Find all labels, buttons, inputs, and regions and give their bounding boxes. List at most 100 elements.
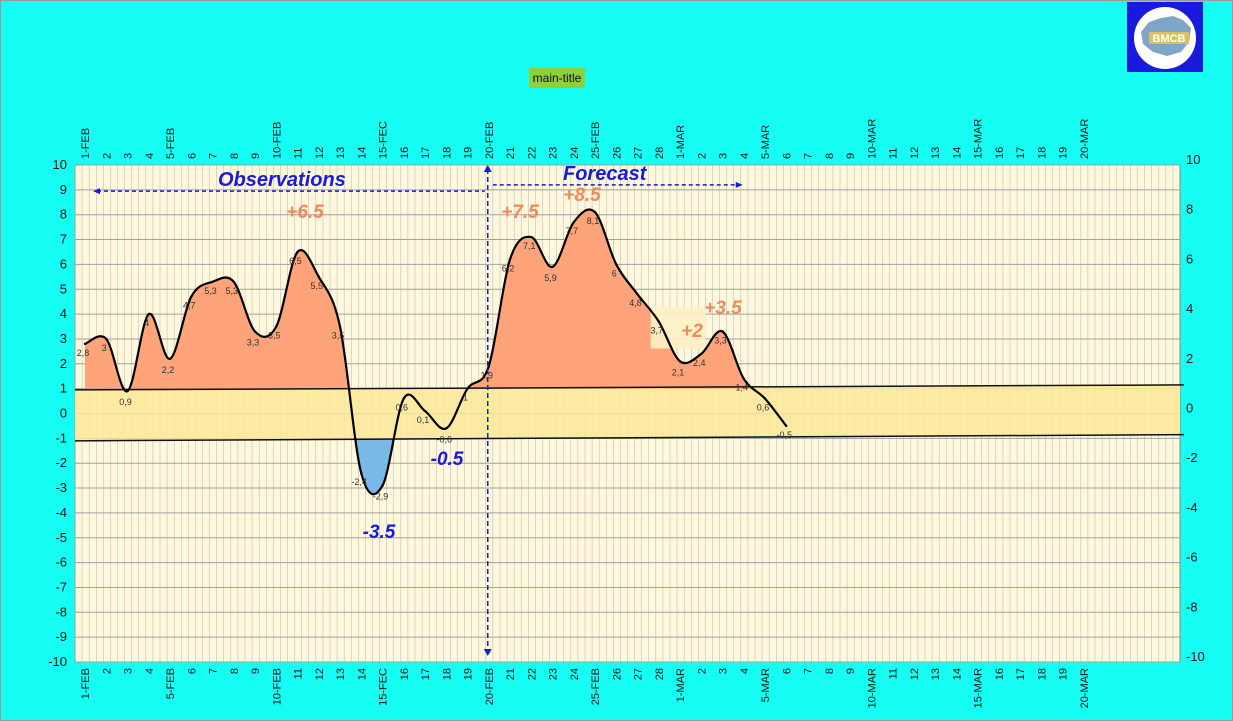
x-tick-label-bottom: 10-MAR <box>866 668 878 708</box>
x-tick-label-bottom: 28 <box>654 668 666 680</box>
y-tick-label-right: 4 <box>1186 301 1193 316</box>
data-label: 2,4 <box>693 358 706 368</box>
x-tick-label-bottom: 12 <box>909 668 921 680</box>
x-tick-label-bottom: 19 <box>1058 668 1070 680</box>
data-point <box>530 235 533 239</box>
x-tick-label-top: 25-FEB <box>590 122 602 159</box>
x-tick-label-top: 3 <box>123 153 135 159</box>
x-tick-label-top: 12 <box>314 147 326 159</box>
x-tick-label-top: 7 <box>803 153 815 159</box>
x-tick-label-top: 5-FEB <box>165 128 177 159</box>
y-tick-label-right: 2 <box>1186 351 1193 366</box>
x-tick-label-top: 2 <box>101 153 113 159</box>
x-tick-label-top: 2 <box>696 153 708 159</box>
y-tick-label: 0 <box>60 406 67 421</box>
x-tick-label-top: 16 <box>399 147 411 159</box>
y-tick-label: -5 <box>55 530 67 545</box>
y-tick-label: -3 <box>55 480 67 495</box>
x-tick-label-bottom: 18 <box>1036 668 1048 680</box>
y-tick-label: 9 <box>60 182 67 197</box>
data-point <box>742 377 745 380</box>
x-tick-label-bottom: 27 <box>633 668 645 680</box>
data-label: 0,9 <box>119 397 132 407</box>
data-label: 6,5 <box>289 256 302 266</box>
x-tick-label-bottom: 16 <box>399 668 411 680</box>
x-tick-label-bottom: 3 <box>123 668 135 674</box>
x-tick-label-top: 4 <box>739 153 751 159</box>
data-point <box>423 409 427 413</box>
positive-anomaly-fill <box>85 209 753 389</box>
x-axis-bottom: 1-FEB 2 3 4 5-FEB 6 7 8 9 10-FEB 11 12 13 14 15-FEC 16 1… <box>80 668 1091 708</box>
data-point <box>593 211 597 214</box>
x-tick-label-bottom: 1-MAR <box>675 668 687 702</box>
data-point <box>445 427 448 430</box>
x-tick-label-top: 8 <box>229 153 241 159</box>
y-tick-label: 10 <box>53 157 67 172</box>
y-tick-label: -9 <box>55 629 67 644</box>
x-tick-label-top: 18 <box>1036 147 1048 159</box>
y-axis-right: 10 8 6 4 2 0 -2 -4 -6 -8 -10 <box>1186 152 1205 664</box>
data-label: 3,3 <box>247 337 260 347</box>
now-divider-head-top <box>483 165 492 172</box>
y-tick-label-right: -2 <box>1186 450 1198 465</box>
x-tick-label-top: 26 <box>611 147 623 159</box>
upper-normal-line <box>74 384 1185 391</box>
x-tick-label-top: 12 <box>909 147 921 159</box>
min-label-1: -3.5 <box>363 522 396 543</box>
x-tick-label-bottom: 8 <box>229 668 241 674</box>
peak-label-2: +7.5 <box>501 202 539 223</box>
x-tick-label-bottom: 24 <box>569 668 581 680</box>
x-tick-label-top: 28 <box>654 147 666 159</box>
data-points: 2,8 30,942,24,75,3 5,33,33,56,55,53,5-2,4-… <box>77 211 792 502</box>
y-tick-label-right: -8 <box>1186 599 1198 614</box>
data-label: 4 <box>144 318 149 328</box>
data-point <box>551 265 554 269</box>
x-tick-label-bottom: 14 <box>356 668 368 680</box>
x-tick-label-bottom: 20-MAR <box>1079 668 1091 708</box>
x-tick-label-bottom: 2 <box>101 668 113 674</box>
data-point <box>700 352 703 356</box>
y-tick-label: 4 <box>60 306 67 321</box>
data-label: 3,3 <box>714 335 727 345</box>
x-tick-label-bottom: 17 <box>420 668 432 680</box>
x-tick-label-top: 3 <box>718 153 730 159</box>
peak-label-3: +8.5 <box>563 185 601 206</box>
y-tick-label: -2 <box>55 455 67 470</box>
x-tick-label-bottom: 11 <box>293 668 305 679</box>
forecast-label: Forecast <box>563 163 648 185</box>
x-tick-label-bottom: 22 <box>526 668 538 680</box>
x-tick-label-bottom: 18 <box>441 668 453 680</box>
x-tick-label-top: 20-FEB <box>484 122 496 159</box>
data-label: -2,9 <box>373 492 389 502</box>
y-tick-label: 2 <box>60 356 67 371</box>
x-tick-label-bottom: 20-FEB <box>484 668 496 705</box>
peak-label-5: +2 <box>681 321 703 342</box>
peak-label-1: +6.5 <box>286 202 324 223</box>
x-tick-label-bottom: 15-FEC <box>378 668 390 706</box>
x-tick-label-top: 17 <box>1015 147 1027 159</box>
y-tick-label-right: 8 <box>1186 202 1193 217</box>
x-tick-label-top: 13 <box>930 147 942 159</box>
data-point <box>508 258 512 261</box>
y-tick-label: 5 <box>60 281 67 296</box>
bmcb-logo-icon: BMCB <box>1134 7 1196 69</box>
x-tick-label-bottom: 13 <box>930 668 942 680</box>
x-tick-label-top: 27 <box>633 147 645 159</box>
y-tick-label-right: 6 <box>1186 251 1193 266</box>
x-tick-label-top: 24 <box>569 147 581 159</box>
x-tick-label-bottom: 10-FEB <box>271 668 283 705</box>
min-label-2: -0.5 <box>431 449 464 470</box>
data-label: 3,5 <box>268 331 281 341</box>
x-tick-label-bottom: 21 <box>505 668 517 680</box>
data-point <box>636 293 639 296</box>
data-label: 7,7 <box>565 226 578 236</box>
data-point <box>126 389 129 393</box>
y-tick-label: 1 <box>60 381 67 396</box>
x-tick-label-top: 1-MAR <box>675 125 687 159</box>
y-tick-label: -8 <box>55 604 67 619</box>
data-label: 5,5 <box>310 281 323 291</box>
x-tick-label-top: 11 <box>293 148 305 159</box>
x-tick-label-bottom: 9 <box>845 668 857 674</box>
data-label: 3,7 <box>650 326 663 336</box>
x-tick-label-bottom: 15-MAR <box>973 668 985 708</box>
